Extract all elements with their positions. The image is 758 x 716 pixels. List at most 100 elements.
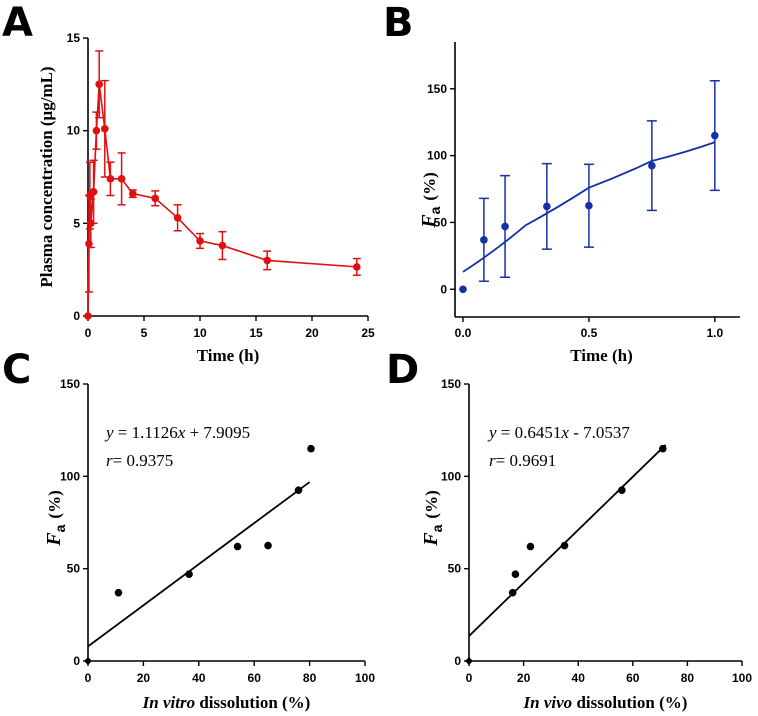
x-axis-label: Time (h) <box>197 346 260 365</box>
data-point <box>129 189 137 198</box>
data-point <box>711 131 719 140</box>
y-axis-label-f: F <box>418 214 440 229</box>
data-point <box>618 486 626 494</box>
data-point <box>648 161 656 170</box>
data-point <box>480 236 488 244</box>
y-axis-label-sub: a <box>52 524 68 532</box>
y-tick-label: 50 <box>434 215 448 229</box>
y-axis-label-unit: (%) <box>422 490 441 518</box>
x-tick-label: 100 <box>732 671 752 685</box>
data-point <box>233 542 242 551</box>
data-point <box>84 657 92 665</box>
x-tick-label: 5 <box>141 326 148 340</box>
chart-panel-a: A 0 5 10 15 20 25 0 5 10 15 Time (h) Plasma concentr… <box>2 0 375 365</box>
y-axis-label: Fa (%) <box>418 172 443 228</box>
y-tick-label: 100 <box>441 469 461 483</box>
data-point <box>560 541 569 550</box>
x-tick-label: 15 <box>249 326 263 340</box>
x-tick-label: 20 <box>517 671 531 685</box>
data-point <box>117 175 126 183</box>
eq-intercept: - 7.0537 <box>569 423 630 442</box>
y-tick-label: 0 <box>440 282 447 296</box>
data-point <box>264 541 272 550</box>
y-tick-label: 0 <box>454 654 461 668</box>
data-point <box>95 80 103 89</box>
data-point <box>92 126 101 135</box>
eq-coef: = 1.1126 <box>114 423 178 442</box>
eq-coef: = 0.6451 <box>497 423 562 442</box>
r-symbol: r <box>489 451 496 470</box>
data-point <box>465 657 473 665</box>
x-tick-label: 40 <box>572 671 586 685</box>
x-tick-label: 0 <box>466 671 473 685</box>
x-tick-label: 20 <box>137 671 151 685</box>
correlation-coefficient: r= 0.9375 <box>106 451 173 470</box>
x-tick-label: 60 <box>248 671 262 685</box>
chart-panel-b: B 0.0 0.5 1.0 0 50 100 150 Time (h) Fa (%) <box>383 0 740 365</box>
r-symbol: r <box>106 451 113 470</box>
data-point <box>218 241 227 250</box>
x-tick-label: 1.0 <box>706 326 723 340</box>
y-axis-label-f: F <box>420 532 442 547</box>
data-point <box>106 175 115 183</box>
data-point <box>501 222 509 231</box>
x-tick-label: 40 <box>192 671 206 685</box>
r-value: = 0.9691 <box>496 451 557 470</box>
fit-line <box>468 444 667 637</box>
y-tick-label: 150 <box>427 82 447 96</box>
y-tick-label: 50 <box>67 562 81 576</box>
data-point <box>185 570 193 579</box>
eq-x: x <box>560 423 569 442</box>
y-tick-label: 100 <box>60 469 80 483</box>
data-point <box>87 219 95 228</box>
data-point <box>263 256 272 265</box>
eq-intercept: + 7.9095 <box>185 423 250 442</box>
data-point <box>101 125 109 133</box>
data-point <box>294 486 303 494</box>
regression-equation: y = 1.1126x + 7.9095 <box>104 423 250 442</box>
chart-panel-d: D 0 20 40 60 80 100 0 50 100 150 In vivo dissolutio… <box>386 347 752 712</box>
x-tick-label: 100 <box>355 671 375 685</box>
y-axis-label: Plasma concentration (μg/mL) <box>37 66 56 287</box>
y-axis-label-sub: a <box>429 524 445 532</box>
eq-y: y <box>487 423 497 442</box>
data-point <box>196 237 204 245</box>
x-axis-label-rest: dissolution (%) <box>195 693 310 712</box>
panel-letter: B <box>383 0 414 46</box>
y-tick-label: 100 <box>427 149 447 163</box>
fit-line <box>87 481 311 648</box>
data-point <box>659 444 667 453</box>
x-tick-label: 0 <box>85 671 92 685</box>
x-axis-label: Time (h) <box>570 346 633 365</box>
data-point <box>508 588 517 597</box>
x-tick-label: 25 <box>361 326 375 340</box>
data-point <box>173 213 182 222</box>
x-tick-label: 60 <box>626 671 640 685</box>
y-tick-label: 10 <box>67 124 81 138</box>
r-value: = 0.9375 <box>113 451 174 470</box>
series-line <box>87 84 357 317</box>
y-axis-label-f: F <box>43 532 65 547</box>
y-axis-label-sub: a <box>427 206 443 214</box>
x-axis-label: In vitro dissolution (%) <box>142 693 311 712</box>
x-axis-label-rest: dissolution (%) <box>572 693 687 712</box>
y-axis-label: Fa (%) <box>420 490 445 546</box>
correlation-coefficient: r= 0.9691 <box>489 451 556 470</box>
eq-x: x <box>177 423 186 442</box>
data-point <box>84 312 92 320</box>
panel-letter: C <box>2 347 31 393</box>
x-axis-label-italic: In vivo <box>523 693 573 712</box>
x-axis-label: In vivo dissolution (%) <box>523 693 688 712</box>
data-point <box>459 285 467 294</box>
x-tick-label: 0.0 <box>455 326 472 340</box>
y-tick-label: 0 <box>73 654 80 668</box>
y-axis-label-unit: (%) <box>420 172 439 200</box>
chart-panel-c: C 0 20 40 60 80 100 0 50 100 150 In vitro dissoluti… <box>2 347 375 712</box>
y-tick-label: 150 <box>441 377 461 391</box>
panel-letter: A <box>2 0 33 46</box>
x-tick-label: 20 <box>305 326 319 340</box>
data-point <box>585 201 593 210</box>
y-tick-label: 5 <box>73 216 80 230</box>
eq-y: y <box>104 423 114 442</box>
data-point <box>526 542 535 551</box>
